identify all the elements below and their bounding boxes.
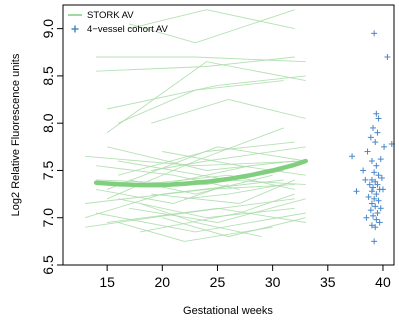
y-tick-label: 7.5 <box>40 161 56 181</box>
cohort-point <box>364 148 371 155</box>
cohort-point <box>374 129 381 136</box>
cohort-point <box>381 143 388 150</box>
stork-trajectory-line <box>162 151 306 176</box>
x-tick-label: 20 <box>155 274 171 290</box>
cohort-point <box>373 191 380 198</box>
cohort-point <box>371 169 378 176</box>
cohort-point <box>373 110 380 117</box>
legend: STORK AV 4−vessel cohort AV <box>68 10 169 35</box>
x-axis-title: Gestational weeks <box>183 305 273 317</box>
stork-trajectory-line <box>107 207 306 223</box>
cohort-point <box>372 203 379 210</box>
y-tick-label: 7.0 <box>40 208 56 228</box>
cohort-point <box>367 134 374 141</box>
cohort-point <box>370 184 377 191</box>
cohort-point <box>368 222 375 229</box>
stork-trajectory-line <box>118 80 284 124</box>
cohort-point <box>363 214 370 221</box>
cohort-point <box>368 176 375 183</box>
stork-trajectory-line <box>129 9 295 44</box>
y-axis: 6.5 7.0 7.5 8.0 8.5 9.0 <box>40 19 63 275</box>
stork-mean-fit-line <box>93 158 308 188</box>
cohort-point <box>375 197 382 204</box>
cohort-point <box>368 188 375 195</box>
stork-trajectory-line <box>84 179 284 219</box>
legend-label: 4−vessel cohort AV <box>87 24 169 35</box>
cohort-point <box>375 115 382 122</box>
stork-trajectory-line <box>118 222 273 242</box>
stork-trajectory-line <box>85 155 306 167</box>
cohort-point <box>362 176 369 183</box>
cohort-point <box>376 219 383 226</box>
y-tick-label: 9.0 <box>40 19 56 39</box>
stork-trajectory-line <box>151 99 306 124</box>
x-tick-label: 35 <box>320 274 336 290</box>
cohort-point <box>372 139 379 146</box>
stork-trajectory-line <box>106 146 306 190</box>
legend-label: STORK AV <box>87 10 134 21</box>
stork-trajectory-line <box>118 198 295 219</box>
cohort-point <box>365 193 372 200</box>
cohort-point <box>370 212 377 219</box>
stork-trajectory-line <box>162 217 306 238</box>
stork-trajectory-line <box>106 146 295 171</box>
stork-trajectory-line <box>140 193 295 233</box>
x-tick-label: 30 <box>265 274 281 290</box>
stork-trajectory-line <box>107 75 306 110</box>
cohort-point <box>368 200 375 207</box>
x-tick-label: 25 <box>210 274 226 290</box>
stork-trajectory-line <box>129 9 295 30</box>
legend-item: STORK AV <box>68 10 134 21</box>
y-tick-label: 8.5 <box>40 66 56 86</box>
cohort-point <box>366 181 373 188</box>
cohort-point <box>360 167 367 174</box>
stork-trajectory-line <box>129 198 306 223</box>
stork-trajectory-line <box>118 141 295 176</box>
stork-trajectory-line <box>184 184 284 200</box>
legend-item: 4−vessel cohort AV <box>71 24 169 35</box>
stork-trajectory-line <box>85 184 295 204</box>
plot-frame <box>62 4 395 266</box>
x-axis: 15 20 25 30 35 40 <box>99 265 391 290</box>
cohort-point <box>372 224 379 231</box>
cohort-point <box>373 162 380 169</box>
series-layer <box>84 9 395 245</box>
cohort-point <box>373 216 380 223</box>
cohort-point <box>368 158 375 164</box>
cohort-point <box>371 195 378 202</box>
x-tick-label: 15 <box>99 274 115 290</box>
cohort-point <box>371 30 378 37</box>
cohort-point <box>370 124 377 131</box>
cohort-point <box>371 238 378 245</box>
stork-trajectory-line <box>162 165 251 186</box>
cohort-point <box>374 210 381 216</box>
cohort-point <box>349 153 356 160</box>
stork-trajectory-line <box>140 203 262 238</box>
cohort-point <box>384 54 391 60</box>
stork-trajectory-line <box>151 179 295 204</box>
stork-trajectory-line <box>96 56 295 72</box>
y-tick-label: 6.5 <box>40 255 56 275</box>
stork-trajectory-line <box>96 165 240 190</box>
cohort-point <box>378 175 385 182</box>
cohort-point <box>375 172 382 179</box>
cohort-point <box>353 188 360 195</box>
x-tick-label: 40 <box>375 274 391 290</box>
stork-trajectory-line <box>106 61 306 133</box>
cohort-point <box>377 205 384 212</box>
cohort-point <box>377 156 384 163</box>
y-tick-label: 8.0 <box>40 113 56 133</box>
stork-trajectory-line <box>140 174 295 190</box>
y-axis-title: Log2 Relative Fluorescence units <box>10 53 22 216</box>
cohort-point <box>367 207 374 214</box>
cohort-point <box>379 186 386 193</box>
stork-trajectory-line <box>151 146 306 171</box>
cohort-point <box>374 181 381 188</box>
